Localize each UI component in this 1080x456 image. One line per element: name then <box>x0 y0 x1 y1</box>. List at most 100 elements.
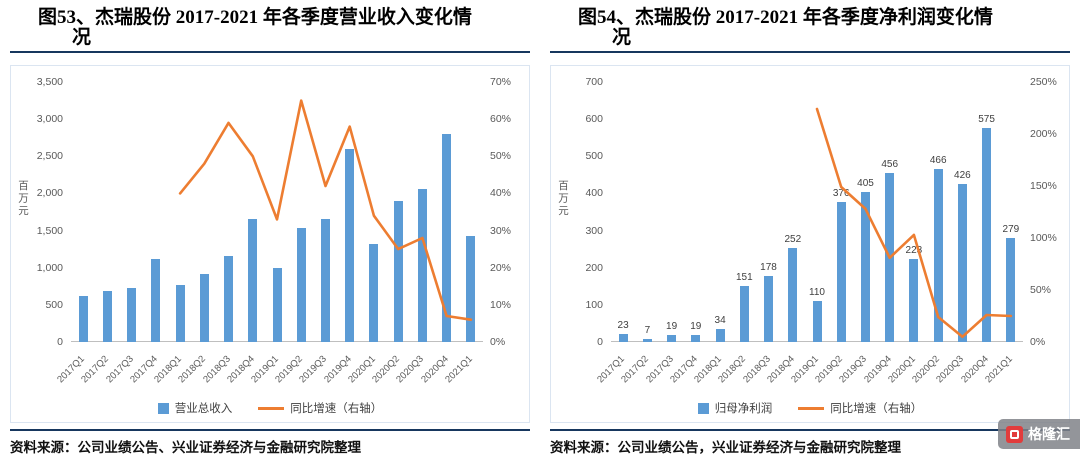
bar-2019Q1 <box>812 301 822 342</box>
legend-bar-swatch-icon <box>697 402 709 414</box>
right-axis-tick-label: 50% <box>1030 284 1052 296</box>
bar-value-label: 7 <box>644 325 651 337</box>
right-axis-tick-label: 70% <box>490 76 512 88</box>
bar-2018Q3 <box>224 255 233 342</box>
bar-2018Q2 <box>739 285 749 342</box>
left-axis-tick-label: 1,000 <box>36 261 63 274</box>
bar-value-label: 223 <box>905 245 923 257</box>
legend-item: 归母净利润 <box>697 400 773 416</box>
figure-54-title-rule <box>550 51 1070 53</box>
bar-2020Q1 <box>369 243 379 342</box>
left-axis-title: 百万元 <box>557 180 569 218</box>
bar-2020Q4 <box>442 134 452 342</box>
bar-2017Q2 <box>102 290 112 342</box>
bar-2019Q3 <box>321 219 330 342</box>
bar-2018Q4 <box>788 248 798 342</box>
bar-2019Q1 <box>272 267 282 342</box>
left-axis-tick-label: 1,500 <box>36 224 63 237</box>
right-axis-tick-label: 0% <box>1030 336 1046 348</box>
right-axis-tick-label: 10% <box>490 298 512 311</box>
bar-value-label: 376 <box>832 188 850 200</box>
bar-2019Q4 <box>885 172 895 342</box>
left-axis-tick-label: 2,500 <box>36 150 63 163</box>
bar-value-label: 405 <box>857 177 874 189</box>
bar-2020Q1 <box>909 259 919 342</box>
bar-2017Q3 <box>127 287 137 342</box>
figure-53-title-rule <box>10 51 530 53</box>
chart-legend: 归母净利润 同比增速（右轴） <box>551 400 1069 416</box>
bar-2019Q2 <box>836 202 846 342</box>
bar-2019Q3 <box>861 191 870 342</box>
right-axis-tick-label: 200% <box>1030 128 1057 140</box>
right-axis-tick-label: 50% <box>490 150 512 163</box>
bar-2018Q1 <box>175 284 185 342</box>
bar-2017Q1 <box>78 295 88 342</box>
left-axis-tick-label: 3,000 <box>36 113 63 126</box>
gelonghui-logo-icon <box>1006 425 1023 443</box>
legend-label: 归母净利润 <box>714 403 773 415</box>
legend-item: 同比增速（右轴） <box>258 400 382 416</box>
bar-2021Q1 <box>1006 238 1016 342</box>
bar-value-label: 151 <box>735 271 753 283</box>
gelonghui-watermark-text: 格隆汇 <box>1028 426 1070 442</box>
left-axis-tick-label: 400 <box>585 187 603 200</box>
left-axis-tick-label: 0 <box>57 336 63 348</box>
left-axis-tick-label: 300 <box>585 224 603 237</box>
bar-value-label: 19 <box>666 320 678 332</box>
bar-2019Q2 <box>296 228 306 342</box>
left-axis-tick-label: 700 <box>585 76 603 88</box>
legend-label: 营业总收入 <box>174 403 233 415</box>
figure-54-chart: 700 600 500 400 300 200 100 0 250% 200% 150% 100% 50… <box>550 65 1070 423</box>
figure-53-title: 图53、杰瑞股份 2017-2021 年各季度营业收入变化情 况 <box>38 7 472 48</box>
figure-54-panel: 图54、杰瑞股份 2017-2021 年各季度净利润变化情 况 700 600 50… <box>540 0 1080 423</box>
bar-2020Q2 <box>393 200 403 342</box>
gelonghui-watermark: 格隆汇 <box>998 419 1080 449</box>
bar-value-label: 19 <box>690 320 702 332</box>
bar-2020Q3 <box>417 189 427 342</box>
figure-panels: 图53、杰瑞股份 2017-2021 年各季度营业收入变化情 况 3,500 3,… <box>10 0 1080 423</box>
bar-value-label: 466 <box>929 154 947 166</box>
bar-value-label: 23 <box>617 319 629 331</box>
right-axis-tick-label: 60% <box>490 113 512 126</box>
bar-value-label: 426 <box>954 169 971 181</box>
bar-value-label: 456 <box>881 158 899 170</box>
figure-54-source-text: 资料来源：公司业绩公告，兴业证券经济与金融研究院整理 <box>550 429 1070 456</box>
left-axis-tick-label: 500 <box>585 150 603 163</box>
legend-item: 营业总收入 <box>157 400 233 416</box>
bar-2018Q4 <box>248 218 258 342</box>
bar-2017Q2 <box>642 339 652 342</box>
left-axis-tick-label: 2,000 <box>36 187 63 200</box>
right-axis-tick-label: 0% <box>490 336 506 348</box>
legend-bar-swatch-icon <box>157 402 169 414</box>
bar-value-label: 34 <box>714 315 726 327</box>
left-axis-title: 百万元 <box>17 180 29 218</box>
left-axis-tick-label: 200 <box>585 261 603 274</box>
left-axis-tick-label: 100 <box>585 298 603 311</box>
bar-value-label: 178 <box>760 261 777 273</box>
bar-2020Q2 <box>933 168 943 342</box>
bar-2018Q2 <box>199 273 209 342</box>
chart-legend: 营业总收入 同比增速（右轴） <box>11 400 529 416</box>
bar-2017Q4 <box>691 334 701 342</box>
bar-2018Q1 <box>715 329 725 342</box>
figure-54-title: 图54、杰瑞股份 2017-2021 年各季度净利润变化情 况 <box>578 7 993 48</box>
right-axis-tick-label: 100% <box>1030 232 1057 244</box>
left-axis-tick-label: 600 <box>585 113 603 126</box>
left-axis-tick-label: 0 <box>597 336 603 348</box>
bar-2018Q3 <box>764 275 773 342</box>
bar-value-label: 279 <box>1002 224 1020 236</box>
bar-2020Q3 <box>957 183 967 342</box>
right-axis-tick-label: 250% <box>1030 76 1057 88</box>
right-axis-tick-label: 150% <box>1030 180 1057 192</box>
bar-2020Q4 <box>982 128 992 342</box>
legend-line-swatch-icon <box>798 406 825 410</box>
left-axis-tick-label: 3,500 <box>36 76 63 88</box>
right-axis-tick-label: 30% <box>490 224 512 237</box>
bar-2021Q1 <box>466 235 476 342</box>
bar-2019Q4 <box>345 148 355 342</box>
bar-value-label: 575 <box>978 114 995 126</box>
legend-line-swatch-icon <box>258 406 285 410</box>
legend-label: 同比增速（右轴） <box>830 403 923 415</box>
bar-2017Q3 <box>667 334 677 342</box>
